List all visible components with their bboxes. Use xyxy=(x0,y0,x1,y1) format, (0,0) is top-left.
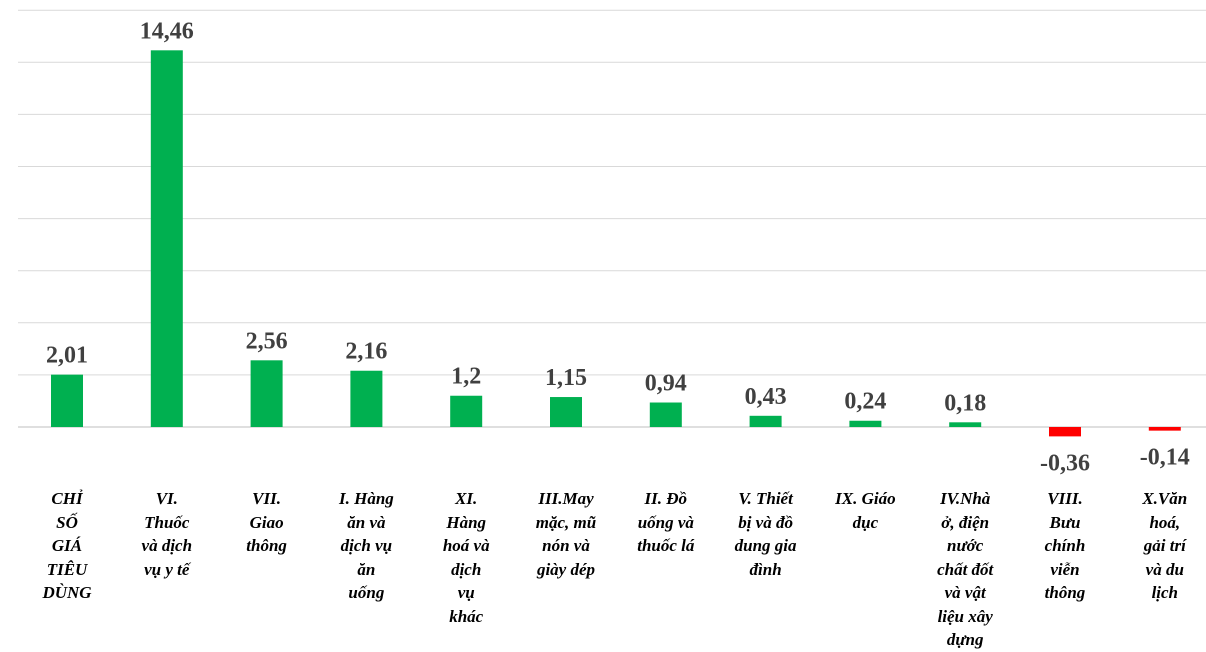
category-label-line: Giao xyxy=(249,512,284,532)
category-label-line: nước xyxy=(947,536,984,555)
bar xyxy=(150,50,183,427)
category-label: V. Thiết bị và đồ dung gia đình xyxy=(718,487,814,581)
data-label: 2,01 xyxy=(46,343,88,369)
bar xyxy=(250,360,283,427)
category-label-line: dịch xyxy=(451,559,482,579)
category-label-line: lịch xyxy=(1151,583,1179,602)
data-label: 0,18 xyxy=(944,390,986,416)
category-label-line: IV.Nhà xyxy=(940,489,991,508)
category-label-line: giày dép xyxy=(536,559,596,579)
data-label: 2,56 xyxy=(246,328,288,354)
category-label-line: VII. xyxy=(252,489,281,508)
category-label-line: hoá và xyxy=(442,536,490,555)
bar xyxy=(1148,427,1181,431)
data-label: 1,2 xyxy=(451,364,481,390)
category-label-line: XI. xyxy=(455,489,478,508)
category-label-line: bị và đồ xyxy=(738,512,793,532)
category-label-line: khác xyxy=(449,606,484,626)
bar xyxy=(749,415,782,427)
category-label: VII. Giao thông xyxy=(219,487,315,558)
category-label-line: hoá, xyxy=(1149,512,1181,532)
category-label-line: CHỈ xyxy=(51,489,83,508)
category-label-line: vụ y tế xyxy=(144,559,190,579)
category-label-line: V. Thiết xyxy=(738,489,793,508)
category-label-line: DÙNG xyxy=(42,583,92,602)
category-label-line: Hàng xyxy=(446,512,487,532)
category-label-line: và du xyxy=(1145,559,1184,579)
category-label: IV.Nhà ở, điện nước chất đốt và vật liệu xây d… xyxy=(917,487,1013,652)
category-label-line: II. Đồ xyxy=(644,489,688,508)
data-label: 14,46 xyxy=(140,18,194,44)
category-label-line: ăn xyxy=(357,559,376,579)
category-label-line: Bưu xyxy=(1049,512,1081,532)
bars xyxy=(51,50,1181,437)
bar xyxy=(550,397,582,427)
category-label-line: chất đốt xyxy=(937,559,994,579)
category-label-line: Thuốc xyxy=(144,512,190,532)
category-label-line: dựng xyxy=(946,630,984,649)
category-label-line: dung gia xyxy=(734,536,797,555)
category-label-line: GIÁ xyxy=(51,536,83,555)
data-label: 1,15 xyxy=(545,365,587,391)
category-label: VIII. Bưu chính viễn thông xyxy=(1017,487,1113,605)
category-label-line: gải trí xyxy=(1143,536,1186,555)
bar xyxy=(350,370,383,427)
bar xyxy=(51,374,83,427)
category-label: II. Đồ uống và thuốc lá xyxy=(618,487,714,558)
category-label-line: uống xyxy=(348,583,385,602)
data-label: 0,94 xyxy=(645,371,687,397)
category-label-line: TIÊU xyxy=(46,559,88,579)
data-label: 2,16 xyxy=(345,339,387,365)
category-label: I. Hàng ăn và dịch vụ ăn uống xyxy=(318,487,414,605)
bar xyxy=(649,402,682,427)
value-labels: 2,01 14,46 2,56 2,16 1,2 1,15 0,94 0,43 0,24 0,18… xyxy=(46,18,1190,476)
category-label-line: mặc, mũ xyxy=(535,512,597,532)
category-label-line: SỐ xyxy=(56,512,78,532)
category-label-line: và dịch xyxy=(141,536,193,555)
category-label: XI. Hàng hoá và dịch vụ khác xyxy=(418,487,514,628)
gridlines xyxy=(18,9,1206,428)
category-label-line: X.Văn xyxy=(1142,489,1188,508)
category-label-line: VI. xyxy=(155,489,178,508)
bar xyxy=(450,395,483,427)
category-label-line: uống và xyxy=(637,512,694,532)
category-label-line: thuốc lá xyxy=(637,536,695,555)
category-label-line: đình xyxy=(749,559,782,579)
category-label-line: dịch vụ xyxy=(340,536,393,555)
category-label-line: I. Hàng xyxy=(338,489,394,508)
category-label-line: thông xyxy=(246,536,287,555)
category-label-line: ăn và xyxy=(347,512,386,532)
category-label-line: thông xyxy=(1044,583,1086,602)
data-label: 0,43 xyxy=(745,384,787,410)
category-label-line: IX. Giáo xyxy=(835,489,896,508)
category-label-line: vụ xyxy=(457,583,475,602)
category-label-line: III.May xyxy=(538,489,594,508)
bar xyxy=(1049,427,1081,437)
category-label: X.Văn hoá, gải trí và du lịch xyxy=(1117,487,1206,605)
category-label: CHỈ SỐ GIÁ TIÊU DÙNG xyxy=(19,487,115,605)
category-label-line: VIII. xyxy=(1047,489,1083,508)
category-label: IX. Giáo dục xyxy=(817,487,913,534)
data-label: -0,36 xyxy=(1040,450,1090,476)
data-label: 0,24 xyxy=(844,389,886,415)
category-label-line: dục xyxy=(852,512,879,532)
category-label-line: và vật xyxy=(944,583,986,602)
data-label: -0,14 xyxy=(1140,445,1190,471)
category-label-line: ở, điện xyxy=(941,512,990,532)
category-label-line: viễn xyxy=(1050,559,1080,579)
bar xyxy=(849,420,882,427)
category-label: VI. Thuốc và dịch vụ y tế xyxy=(119,487,215,581)
bar xyxy=(949,422,982,427)
category-label: III.May mặc, mũ nón và giày dép xyxy=(518,487,614,581)
category-label-line: nón và xyxy=(542,536,590,555)
category-label-line: liệu xây xyxy=(937,606,993,626)
category-label-line: chính xyxy=(1044,536,1086,555)
